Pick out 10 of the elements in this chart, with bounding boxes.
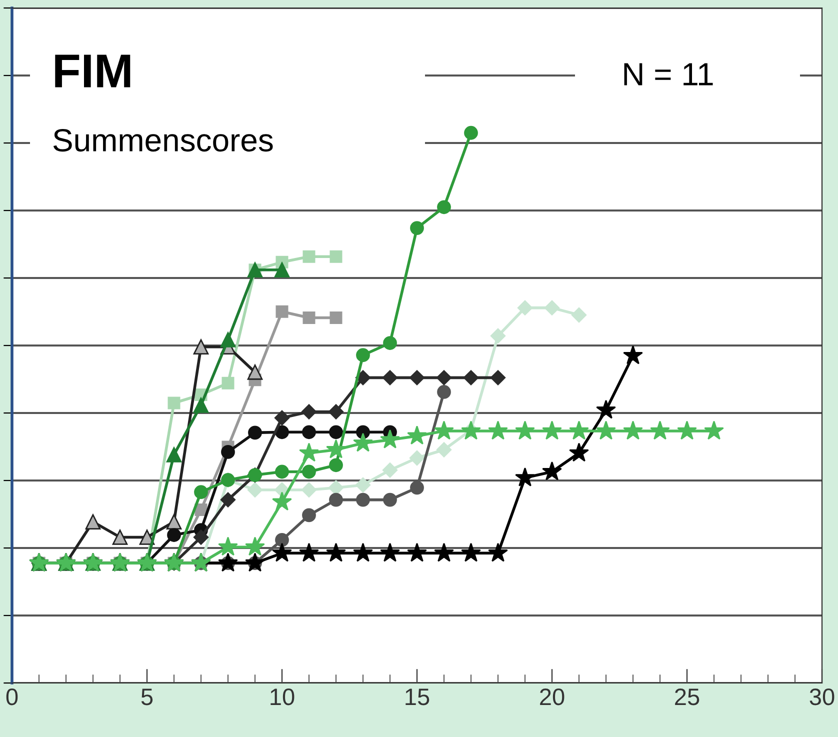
text: N = 11: [624, 63, 713, 86]
x-tick-label: 10: [270, 688, 294, 706]
x-tick-label: 20: [540, 688, 564, 706]
chart-title: FIM: [55, 54, 130, 88]
chart-subtitle: Summenscores: [53, 128, 273, 152]
x-tick-label: 25: [675, 688, 700, 706]
x-tick-label: 5: [141, 688, 153, 706]
x-tick-label: 15: [406, 688, 430, 706]
x-tick-label: 0: [6, 688, 18, 706]
x-tick-label: 30: [810, 688, 834, 706]
